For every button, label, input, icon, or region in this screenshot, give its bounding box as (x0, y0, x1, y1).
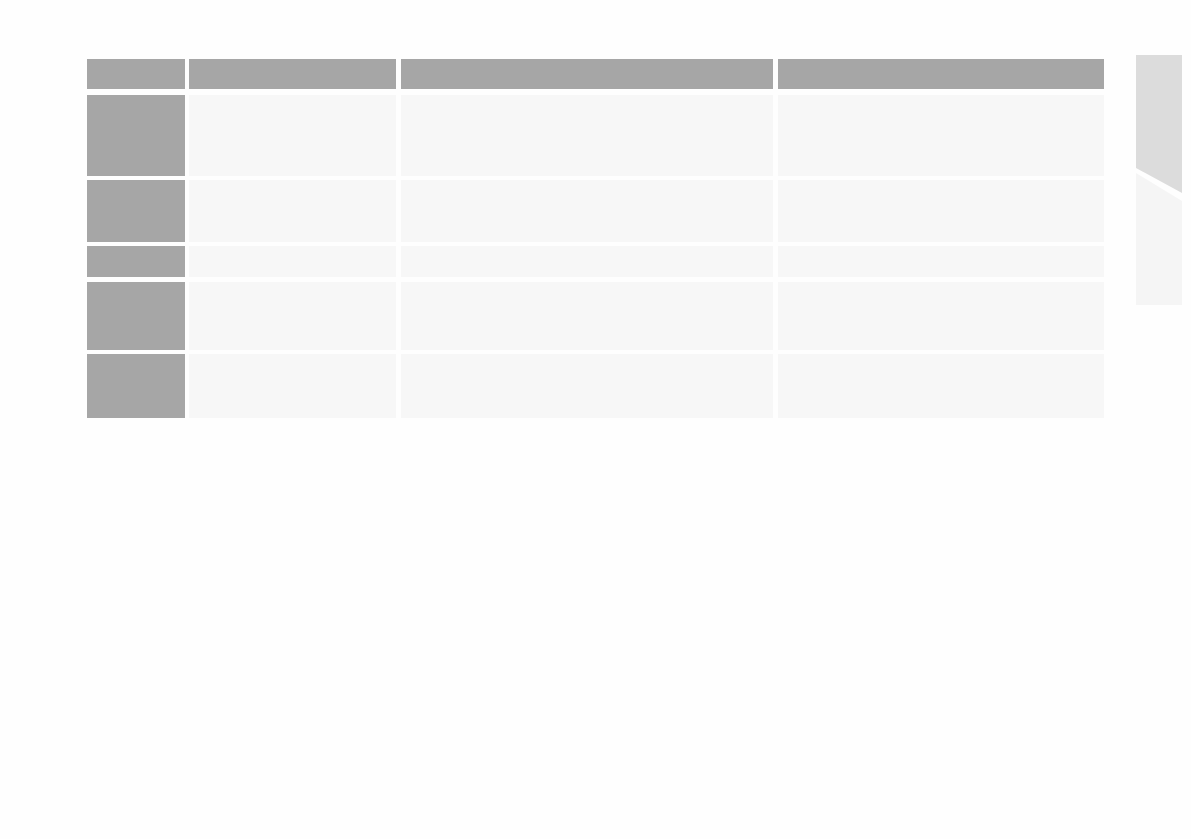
row-header-cell (87, 246, 185, 277)
column-header (401, 59, 773, 89)
table-cell (189, 180, 396, 242)
column-header (189, 59, 396, 89)
table-cell (778, 282, 1104, 350)
table-cell (189, 282, 396, 350)
table-cell (778, 354, 1104, 418)
table-cell (778, 95, 1104, 176)
row-header-cell (87, 354, 185, 418)
table-cell (778, 246, 1104, 277)
table-cell (401, 282, 773, 350)
table-cell (401, 180, 773, 242)
side-tab-panel (1136, 55, 1182, 305)
table-cell (189, 354, 396, 418)
table-cell (401, 354, 773, 418)
table-cell (189, 246, 396, 277)
table-cell (401, 246, 773, 277)
side-tab-bottom[interactable] (1136, 173, 1182, 305)
row-header-cell (87, 282, 185, 350)
table-cell (189, 95, 396, 176)
column-header (87, 59, 185, 89)
table-cell (401, 95, 773, 176)
side-tab-top[interactable] (1136, 55, 1182, 193)
table-cell (778, 180, 1104, 242)
row-header-cell (87, 180, 185, 242)
column-header (778, 59, 1104, 89)
row-header-cell (87, 95, 185, 176)
